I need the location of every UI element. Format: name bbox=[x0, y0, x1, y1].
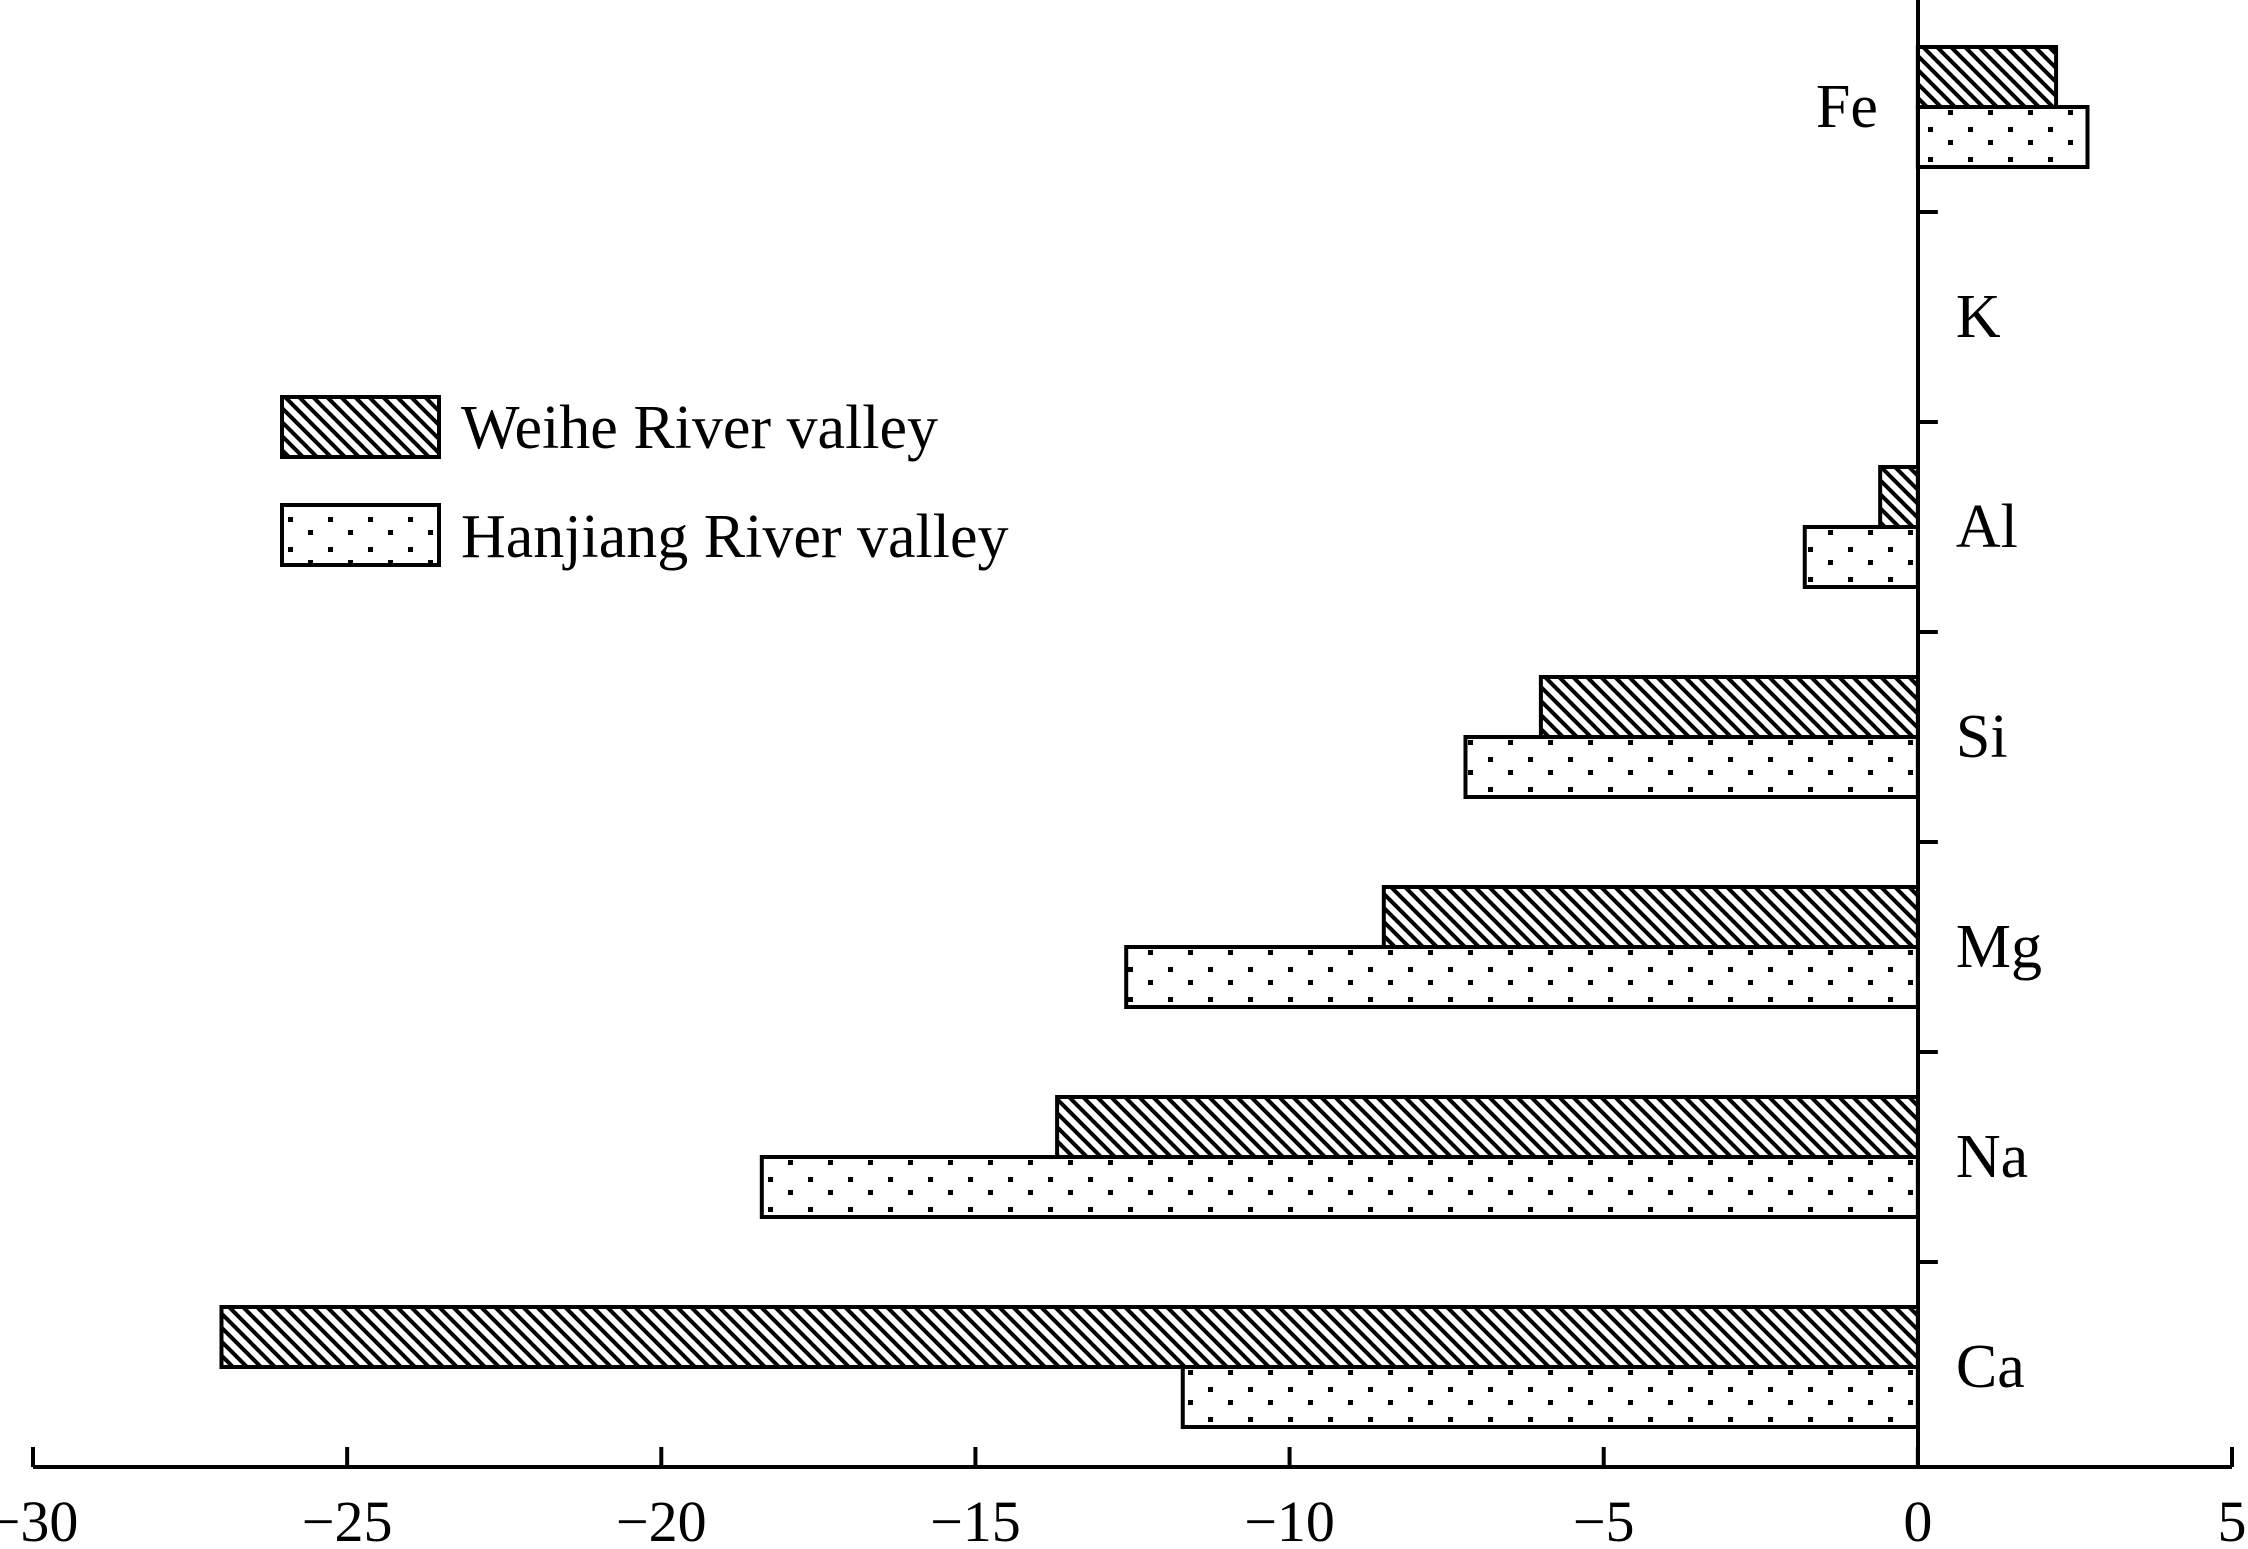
bar-na-weihe bbox=[1055, 1095, 1920, 1159]
bar-mg-hanjiang bbox=[1124, 945, 1920, 1009]
x-tick-label: −15 bbox=[930, 1489, 1021, 1549]
bar-ca-hanjiang bbox=[1180, 1365, 1920, 1429]
legend-swatch-weihe bbox=[280, 395, 441, 459]
bar-mg-weihe bbox=[1381, 885, 1920, 949]
bar-fe-weihe bbox=[1915, 45, 2059, 109]
x-ticks-layer: −30 −25 −20 −15 −10 −5 0 5 bbox=[0, 210, 2247, 1549]
x-tick-label: −30 bbox=[0, 1489, 78, 1549]
bar-na-hanjiang bbox=[759, 1155, 1920, 1219]
bar-fe-hanjiang bbox=[1915, 105, 2090, 169]
bar-al-weihe bbox=[1878, 465, 1920, 529]
bar-al-hanjiang bbox=[1802, 525, 1920, 589]
category-label-mg: Mg bbox=[1956, 913, 2042, 981]
x-tick-label: −20 bbox=[616, 1489, 707, 1549]
legend-label-hanjiang: Hanjiang River valley bbox=[461, 503, 1009, 571]
axes-layer bbox=[33, 0, 2232, 1469]
legend-label-weihe: Weihe River valley bbox=[461, 394, 938, 462]
bar-si-hanjiang bbox=[1463, 735, 1920, 799]
legend-swatch-hanjiang bbox=[280, 503, 441, 567]
x-tick-label: −10 bbox=[1244, 1489, 1335, 1549]
x-tick-label: −5 bbox=[1573, 1489, 1635, 1549]
category-label-al: Al bbox=[1956, 493, 2018, 561]
bar-si-weihe bbox=[1538, 675, 1920, 739]
category-label-fe: Fe bbox=[1816, 73, 1878, 141]
category-labels-layer: Fe K Al Si Mg Na Ca bbox=[1816, 73, 2042, 1401]
category-label-si: Si bbox=[1956, 703, 2008, 771]
category-label-k: K bbox=[1956, 283, 2001, 351]
category-label-ca: Ca bbox=[1956, 1333, 2025, 1401]
category-label-na: Na bbox=[1956, 1123, 2028, 1191]
bars-layer bbox=[219, 45, 2090, 1429]
x-tick-label: 5 bbox=[2218, 1489, 2247, 1549]
legend: Weihe River valley Hanjiang River valley bbox=[280, 394, 1009, 571]
bar-ca-weihe bbox=[219, 1305, 1920, 1369]
x-tick-label: −25 bbox=[302, 1489, 393, 1549]
x-tick-label: 0 bbox=[1903, 1489, 1932, 1549]
